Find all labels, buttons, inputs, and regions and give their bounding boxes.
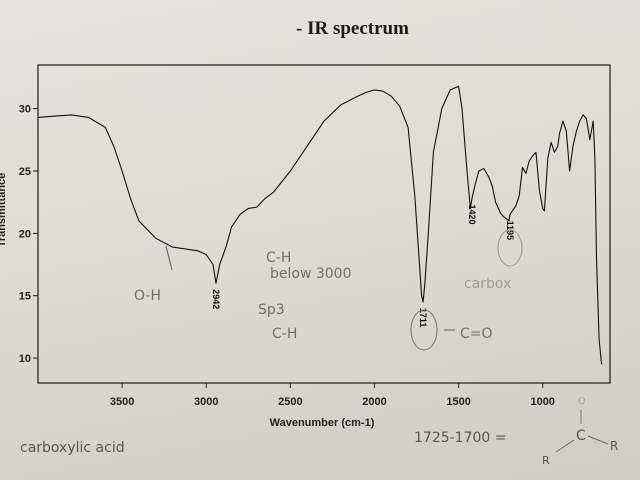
y-ticks: 10 15 20 25 30 [19, 104, 38, 365]
struct-bond-right [587, 435, 609, 445]
struct-r-right: R [610, 439, 618, 453]
x-tick-label: 2000 [362, 396, 386, 408]
annotation-ch: C-H [266, 250, 291, 266]
y-tick-label: 10 [19, 353, 31, 365]
oh-mark [165, 245, 173, 271]
annotation-carbonyl: C=O [460, 326, 493, 342]
y-tick-label: 30 [19, 104, 31, 116]
annotation-oh: O-H [134, 288, 161, 304]
x-tick-label: 3500 [110, 396, 134, 408]
y-tick-label: 20 [19, 228, 31, 240]
circle-1711 [410, 309, 438, 351]
circle-1195 [497, 229, 523, 267]
struct-r-left: R [542, 454, 550, 467]
struct-o: O [578, 396, 586, 407]
annotation-below-3000: below 3000 [270, 266, 351, 282]
y-tick-label: 15 [19, 291, 31, 303]
peak-label-1420: 1420 [467, 204, 477, 224]
chart-title: - IR spectrum [296, 18, 409, 39]
peak-label-1711: 1711 [418, 308, 428, 328]
x-ticks: 3500 3000 2500 2000 1500 1000 [110, 383, 555, 408]
annotation-sp3: Sp3 [258, 302, 285, 318]
x-tick-label: 1000 [530, 396, 554, 408]
annotation-range: 1725-1700 = [414, 430, 507, 446]
struct-c: C [576, 428, 586, 444]
spectrum-line [37, 85, 603, 365]
x-tick-label: 2500 [278, 396, 302, 408]
annotation-carboxylic-acid: carboxylic acid [20, 440, 125, 456]
peak-label-2942: 2942 [211, 289, 221, 309]
x-tick-label: 1500 [446, 396, 470, 408]
struct-bond-left [555, 439, 575, 453]
annotation-sp3-ch: C-H [272, 326, 297, 342]
annotation-carbox: carbox [464, 276, 511, 292]
y-tick-label: 25 [19, 166, 31, 178]
plot-frame [37, 64, 611, 384]
x-tick-label: 3000 [194, 396, 218, 408]
x-axis-label: Wavenumber (cm-1) [270, 417, 375, 429]
